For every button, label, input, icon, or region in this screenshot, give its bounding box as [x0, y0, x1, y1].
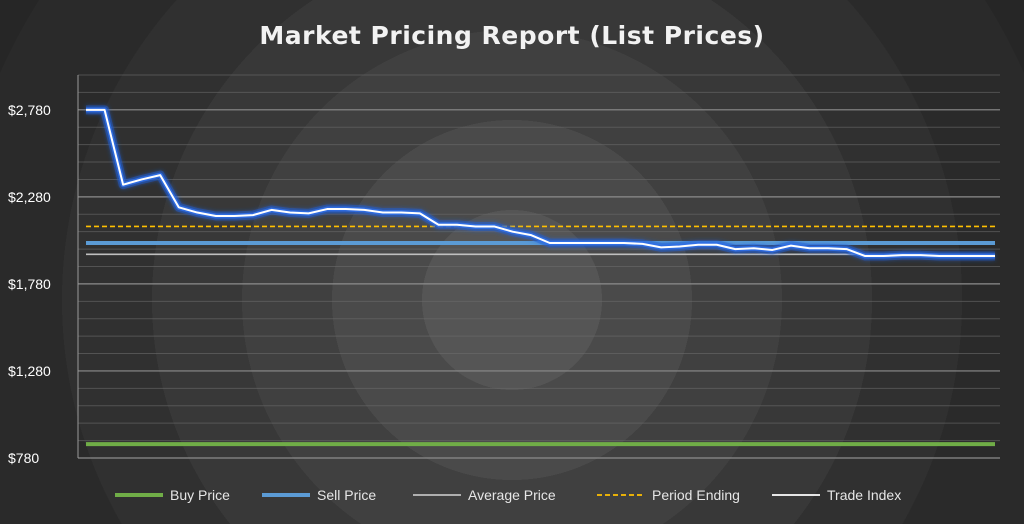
legend-label-sell-price: Sell Price: [317, 487, 376, 503]
legend-label-average-price: Average Price: [468, 487, 556, 503]
legend: Buy Price Sell Price Average Price Period E…: [115, 487, 901, 503]
series-line-trade-index-glow: [86, 105, 995, 261]
y-tick-label: $1,780: [8, 276, 51, 292]
series-line-trade-index: [86, 108, 995, 258]
series-group: [86, 105, 995, 447]
series-line-trade-index-halo: [86, 107, 995, 259]
gridlines: [78, 74, 1000, 459]
y-tick-label: $2,280: [8, 189, 51, 205]
legend-label-period-ending: Period Ending: [652, 487, 740, 503]
y-tick-label: $780: [8, 450, 39, 466]
y-tick-label: $1,280: [8, 363, 51, 379]
y-tick-label: $2,780: [8, 102, 51, 118]
chart-title: Market Pricing Report (List Prices): [259, 21, 764, 50]
legend-label-trade-index: Trade Index: [827, 487, 901, 503]
y-axis-ticks: $780 $1,280 $1,780 $2,280 $2,780: [8, 102, 51, 466]
legend-label-buy-price: Buy Price: [170, 487, 230, 503]
